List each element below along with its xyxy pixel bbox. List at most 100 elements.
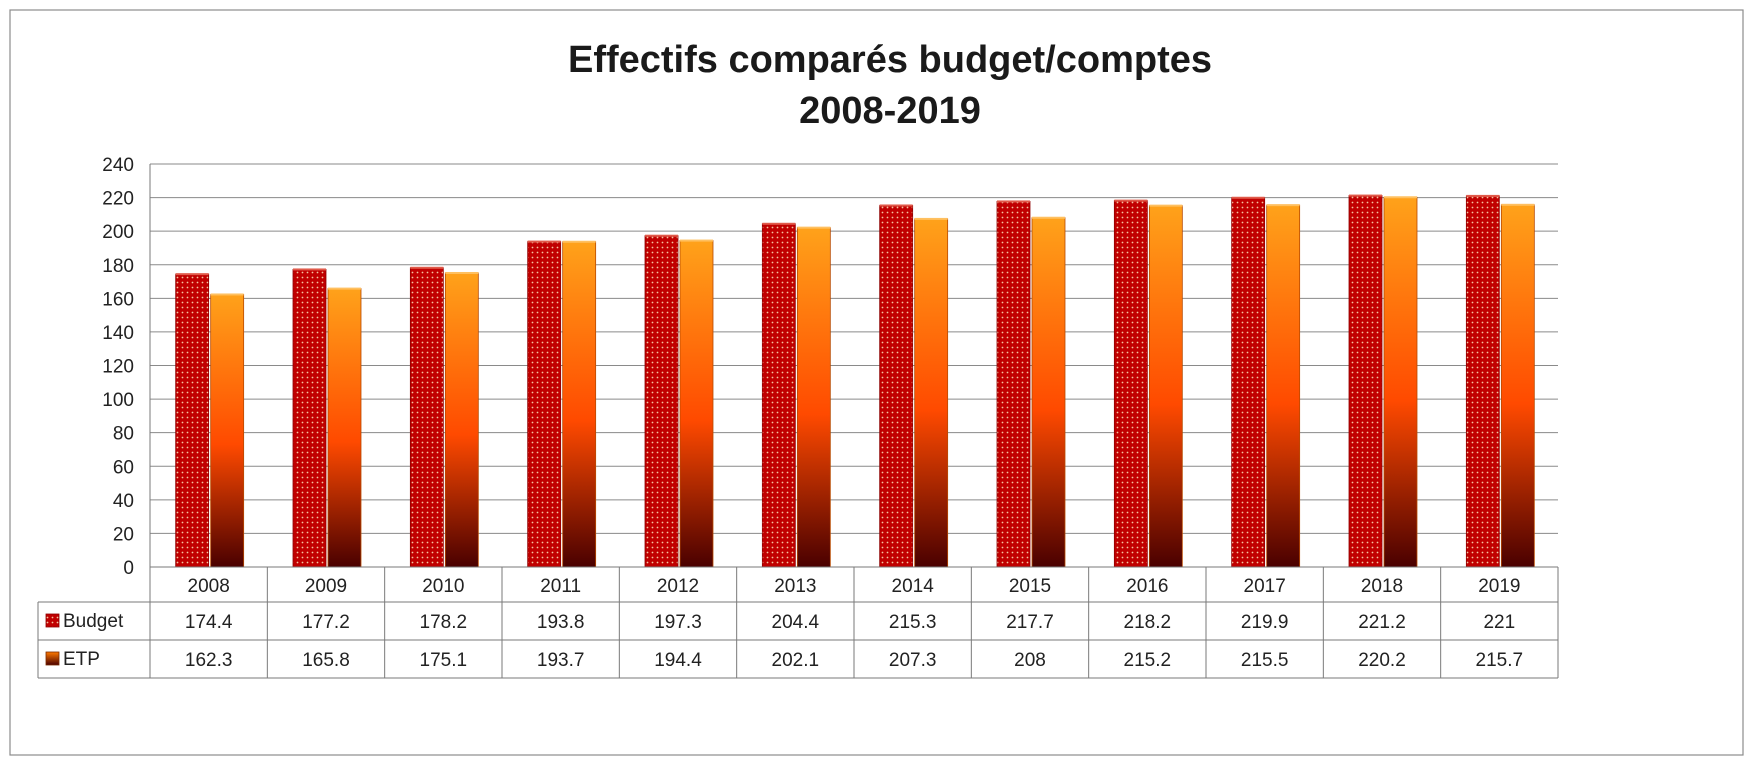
y-tick-label: 200 bbox=[102, 222, 134, 243]
data-label: 193.7 bbox=[537, 650, 585, 671]
data-label: 221.2 bbox=[1358, 612, 1406, 633]
bars bbox=[175, 194, 1535, 568]
data-label: 215.7 bbox=[1476, 650, 1524, 671]
data-label: 208 bbox=[1014, 650, 1046, 671]
data-label: 221 bbox=[1483, 612, 1515, 633]
bar-etp-top bbox=[1032, 216, 1065, 219]
data-label: 202.1 bbox=[772, 650, 820, 671]
bar-budget-top bbox=[527, 240, 561, 243]
y-tick-label: 100 bbox=[102, 390, 134, 411]
bar-budget bbox=[292, 269, 327, 568]
bar-etp bbox=[1031, 217, 1066, 568]
x-tick-label: 2013 bbox=[774, 576, 816, 597]
bar-etp bbox=[679, 240, 714, 568]
bar-budget-top bbox=[645, 234, 678, 237]
legend-key-budget bbox=[45, 613, 60, 628]
bar-etp bbox=[1383, 196, 1418, 568]
data-label: 215.5 bbox=[1241, 650, 1289, 671]
bar-budget bbox=[175, 273, 210, 568]
bar-budget-top bbox=[879, 204, 913, 207]
x-tick-label: 2018 bbox=[1361, 576, 1403, 597]
data-label: 177.2 bbox=[302, 612, 350, 633]
bar-budget bbox=[996, 201, 1031, 568]
bar-budget bbox=[1348, 195, 1383, 568]
bar-etp bbox=[1148, 205, 1183, 568]
bar-etp-top bbox=[445, 271, 479, 274]
bar-budget-top bbox=[1349, 194, 1382, 197]
bar-budget bbox=[527, 241, 562, 568]
bar-etp-top bbox=[1384, 196, 1417, 199]
data-label: 174.4 bbox=[185, 612, 233, 633]
bar-budget bbox=[1231, 197, 1266, 568]
legend-key-etp bbox=[45, 651, 60, 666]
y-tick-label: 220 bbox=[102, 189, 134, 210]
x-tick-label: 2010 bbox=[422, 576, 464, 597]
y-tick-label: 0 bbox=[123, 558, 134, 579]
legend-label: ETP bbox=[63, 649, 100, 670]
x-tick-label: 2009 bbox=[305, 576, 347, 597]
bar-budget bbox=[1113, 200, 1148, 568]
data-label: 175.1 bbox=[420, 650, 468, 671]
chart-title: Effectifs comparés budget/comptes bbox=[568, 39, 1212, 81]
y-tick-label: 120 bbox=[102, 357, 134, 378]
data-label: 207.3 bbox=[889, 650, 937, 671]
bar-budget-top bbox=[1114, 199, 1148, 202]
x-tick-label: 2019 bbox=[1478, 576, 1520, 597]
bar-budget-top bbox=[1231, 196, 1265, 199]
data-label: 218.2 bbox=[1124, 612, 1172, 633]
data-label: 165.8 bbox=[302, 650, 350, 671]
data-label: 217.7 bbox=[1006, 612, 1054, 633]
data-label: 178.2 bbox=[420, 612, 468, 633]
bar-budget-top bbox=[293, 268, 326, 271]
bar-etp-top bbox=[680, 239, 713, 242]
data-label: 197.3 bbox=[654, 612, 702, 633]
bar-etp-top bbox=[1149, 204, 1183, 207]
bar-budget-top bbox=[997, 200, 1030, 203]
y-tick-label: 240 bbox=[102, 155, 134, 176]
bar-etp bbox=[796, 227, 831, 568]
y-tick-label: 80 bbox=[113, 424, 134, 445]
bar-budget-top bbox=[762, 222, 796, 225]
bar-etp-top bbox=[210, 293, 244, 296]
data-label: 220.2 bbox=[1358, 650, 1406, 671]
bar-etp-top bbox=[914, 217, 948, 220]
bar-etp-top bbox=[1501, 203, 1535, 206]
data-label: 204.4 bbox=[772, 612, 820, 633]
y-tick-label: 180 bbox=[102, 256, 134, 277]
bar-etp-top bbox=[1266, 204, 1300, 207]
x-tick-label: 2015 bbox=[1009, 576, 1051, 597]
x-tick-label: 2014 bbox=[892, 576, 935, 597]
bar-budget bbox=[1465, 195, 1500, 568]
data-label: 215.3 bbox=[889, 612, 937, 633]
bar-budget-top bbox=[175, 273, 209, 276]
data-label: 194.4 bbox=[654, 650, 702, 671]
data-label: 193.8 bbox=[537, 612, 585, 633]
bar-budget bbox=[644, 235, 679, 568]
chart-subtitle: 2008-2019 bbox=[799, 90, 981, 132]
x-tick-label: 2011 bbox=[540, 576, 581, 597]
y-tick-label: 40 bbox=[113, 491, 134, 512]
bar-budget bbox=[879, 205, 914, 568]
data-label: 215.2 bbox=[1124, 650, 1172, 671]
bar-etp bbox=[327, 288, 362, 568]
y-tick-label: 140 bbox=[102, 323, 134, 344]
bar-etp bbox=[210, 294, 245, 568]
bar-etp bbox=[562, 241, 597, 568]
data-label: 162.3 bbox=[185, 650, 233, 671]
bar-etp-top bbox=[797, 226, 831, 229]
bar-budget-top bbox=[410, 266, 444, 269]
y-tick-label: 60 bbox=[113, 457, 134, 478]
bar-etp bbox=[444, 272, 479, 568]
bar-etp-top bbox=[562, 240, 596, 243]
bar-etp bbox=[1266, 204, 1301, 568]
bar-etp bbox=[1500, 204, 1535, 568]
bar-budget-top bbox=[1466, 194, 1500, 197]
x-tick-label: 2017 bbox=[1244, 576, 1286, 597]
y-tick-label: 160 bbox=[102, 289, 134, 310]
data-table: 2008 2009 2010 2011 2012 2013 2014 2015 2016 2017… bbox=[37, 566, 1559, 679]
data-label: 219.9 bbox=[1241, 612, 1289, 633]
y-axis-ticks: 0 20 40 60 80 100 120 140 160 180 200 220 240 bbox=[102, 155, 134, 579]
bar-etp bbox=[914, 218, 949, 568]
bar-budget bbox=[761, 223, 796, 568]
x-tick-label: 2008 bbox=[188, 576, 230, 597]
